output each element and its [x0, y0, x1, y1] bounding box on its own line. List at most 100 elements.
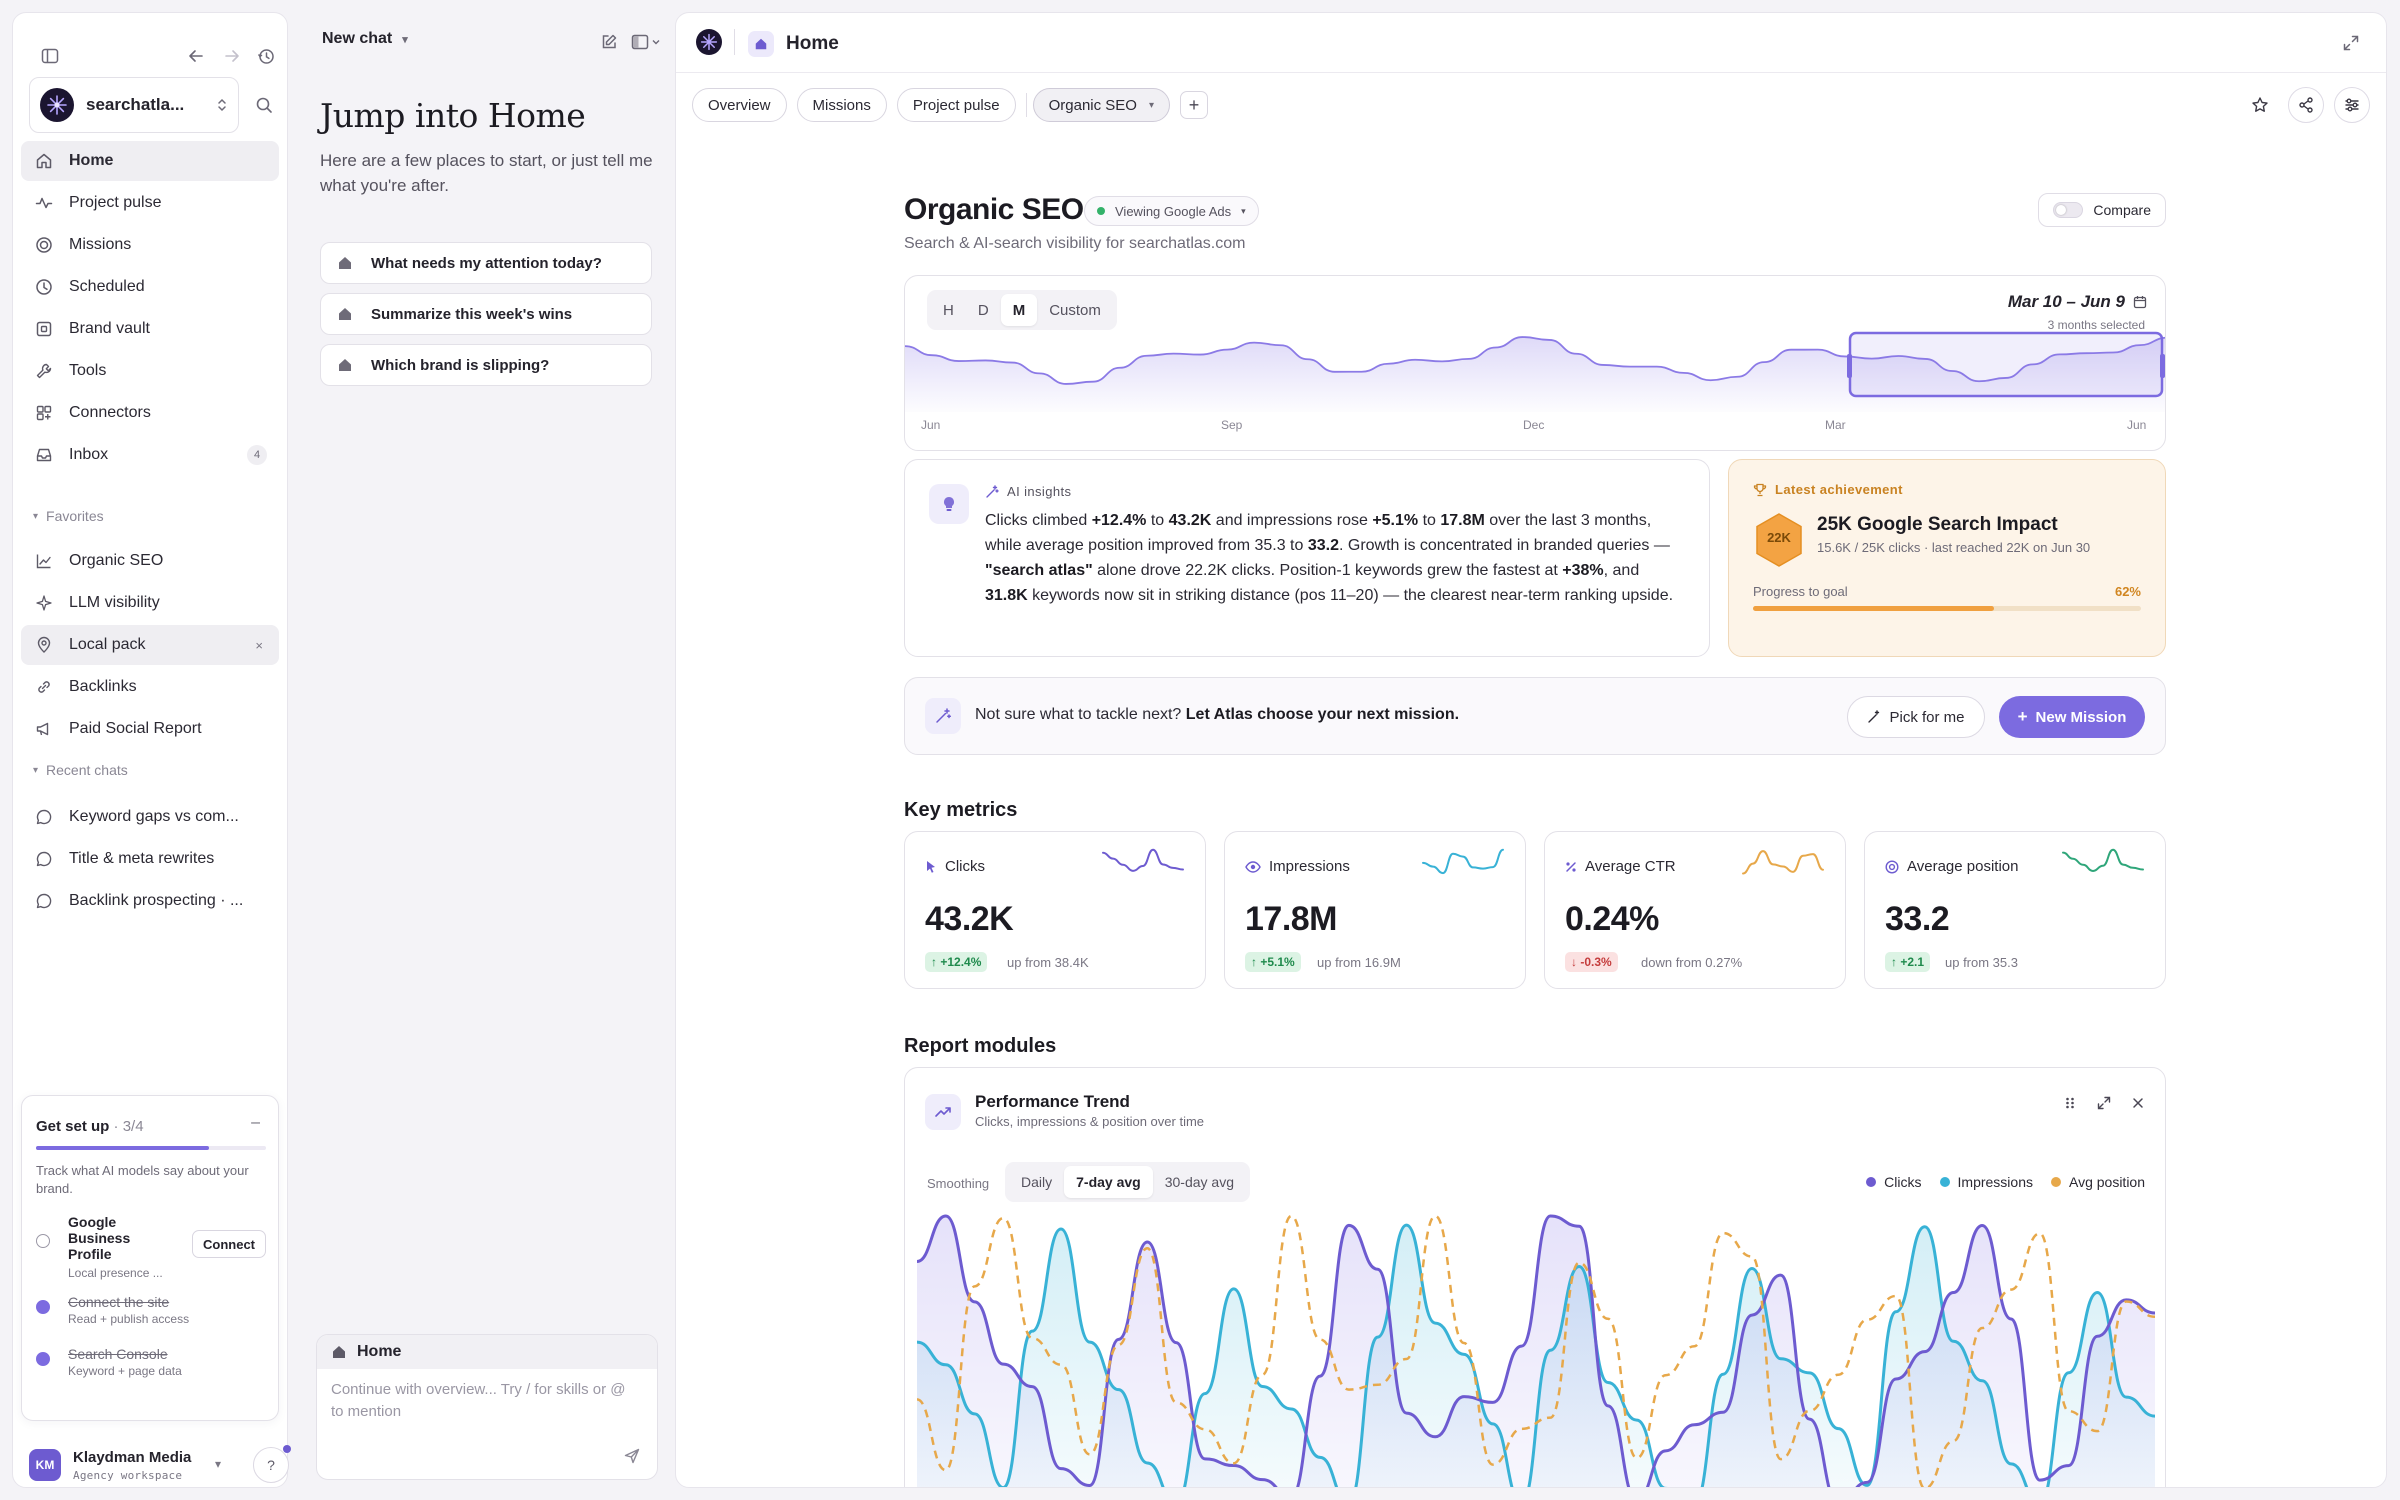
star-icon[interactable]: [2242, 87, 2278, 123]
forward-arrow-icon[interactable]: [217, 41, 247, 71]
legend-swatch: [1866, 1177, 1877, 1187]
recent-chat-item[interactable]: Title & meta rewrites: [21, 839, 279, 879]
chart-legend: Clicks Impressions Avg position: [1848, 1174, 2145, 1190]
suggestion-button[interactable]: Summarize this week's wins: [320, 293, 652, 335]
favorite-item-backlinks[interactable]: Backlinks: [21, 667, 279, 707]
favorites-section-toggle[interactable]: ▾ Favorites: [33, 508, 104, 524]
metric-card-average-ctr[interactable]: Average CTR 0.24% ↓ -0.3% down from 0.27…: [1544, 831, 1846, 989]
close-icon[interactable]: [2131, 1096, 2145, 1110]
history-icon[interactable]: [251, 41, 281, 71]
smoothing-option[interactable]: Daily: [1021, 1174, 1053, 1190]
granularity-option[interactable]: M: [1000, 294, 1038, 326]
share-icon[interactable]: [2288, 87, 2324, 123]
range-selection-brush[interactable]: [1848, 331, 2164, 398]
suggestion-button[interactable]: Which brand is slipping?: [320, 344, 652, 386]
nav-item-project-pulse[interactable]: Project pulse: [21, 183, 279, 223]
sidebar-toggle-icon[interactable]: [35, 41, 65, 71]
recent-chat-item[interactable]: Keyword gaps vs com...: [21, 797, 279, 837]
new-chat-edit-icon[interactable]: [594, 27, 624, 57]
target-icon: [1885, 859, 1899, 874]
metric-card-clicks[interactable]: Clicks 43.2K ↑ +12.4% up from 38.4K: [904, 831, 1206, 989]
metric-delta-badge: ↑ +2.1: [1885, 952, 1931, 972]
back-arrow-icon[interactable]: [181, 41, 211, 71]
page-actions: [2232, 87, 2370, 123]
view-source-dropdown[interactable]: Viewing Google Ads ▾: [1084, 196, 1259, 226]
status-dot: [1097, 207, 1105, 215]
granularity-option[interactable]: D: [977, 301, 989, 319]
add-tab-button[interactable]: +: [1180, 91, 1208, 119]
smoothing-option[interactable]: 30-day avg: [1164, 1174, 1234, 1190]
nav-item-tools[interactable]: Tools: [21, 351, 279, 391]
compare-toggle[interactable]: Compare: [2038, 193, 2166, 227]
brush-handle-left[interactable]: [1847, 354, 1852, 378]
account-sub: Agency workspace: [73, 1469, 183, 1482]
expand-icon[interactable]: [2097, 1096, 2111, 1110]
new-mission-button[interactable]: + New Mission: [1999, 696, 2145, 738]
nav-item-connectors[interactable]: Connectors: [21, 393, 279, 433]
workspace-switcher[interactable]: searchatla...: [29, 77, 239, 133]
legend-item-impressions[interactable]: Impressions: [1939, 1174, 2033, 1190]
magic-wand-icon: [1867, 710, 1881, 724]
main-topbar: Home: [676, 13, 2386, 73]
nav-item-inbox[interactable]: Inbox 4: [21, 435, 279, 475]
overview-mini-chart: [905, 331, 2165, 412]
chat-selector[interactable]: New chat ▾: [322, 30, 408, 48]
tab-organic-seo[interactable]: Organic SEO ▾: [1032, 88, 1170, 122]
granularity-segmented-control: H D M Custom: [927, 290, 1117, 330]
tab-missions[interactable]: Missions: [796, 88, 887, 122]
megaphone-icon: [35, 720, 53, 738]
suggestion-button[interactable]: What needs my attention today?: [320, 242, 652, 284]
recent-chats-section-toggle[interactable]: ▾ Recent chats: [33, 762, 128, 778]
nav-item-brand-vault[interactable]: Brand vault: [21, 309, 279, 349]
impressions-area: [917, 1225, 2155, 1487]
tab-overview[interactable]: Overview: [692, 88, 787, 122]
expand-icon[interactable]: [2336, 28, 2366, 58]
composer-context-chip[interactable]: Home: [317, 1335, 657, 1369]
chevron-down-icon: ▾: [1241, 205, 1246, 216]
nav-item-home[interactable]: Home: [21, 141, 279, 181]
favorite-item-llm-visibility[interactable]: LLM visibility: [21, 583, 279, 623]
recent-chat-item[interactable]: Backlink prospecting · ...: [21, 881, 279, 921]
checkbox-empty-icon[interactable]: [36, 1234, 50, 1248]
granularity-option[interactable]: Custom: [1049, 301, 1101, 319]
metric-card-impressions[interactable]: Impressions 17.8M ↑ +5.1% up from 16.9M: [1224, 831, 1526, 989]
insight-highlight: 17.8M: [1440, 512, 1485, 529]
account-switcher[interactable]: KM Klaydman Media Agency workspace ▾ ?: [29, 1445, 291, 1489]
favorite-item-local-pack[interactable]: Local pack ×: [21, 625, 279, 665]
connect-button[interactable]: Connect: [192, 1230, 266, 1258]
search-icon[interactable]: [249, 90, 279, 120]
legend-item-avg-position[interactable]: Avg position: [2050, 1174, 2145, 1190]
clock-icon: [35, 278, 53, 296]
toggle-switch[interactable]: [2053, 202, 2084, 218]
remove-favorite-icon[interactable]: ×: [255, 637, 263, 653]
granularity-option[interactable]: H: [943, 301, 954, 319]
chat-composer[interactable]: Home Continue with overview... Try / for…: [316, 1334, 658, 1480]
composer-input[interactable]: Continue with overview... Try / for skil…: [331, 1381, 626, 1420]
pick-for-me-button[interactable]: Pick for me: [1847, 696, 1985, 738]
pin-icon: [35, 636, 53, 654]
settings-sliders-icon[interactable]: [2334, 87, 2370, 123]
favorite-item-organic-seo[interactable]: Organic SEO: [21, 541, 279, 581]
favorite-label: Local pack: [69, 636, 146, 653]
tab-project-pulse[interactable]: Project pulse: [896, 88, 1016, 122]
help-button[interactable]: ?: [253, 1447, 289, 1483]
nav-label: Home: [69, 152, 114, 169]
mini-chart-line: [905, 336, 2165, 385]
legend-item-clicks[interactable]: Clicks: [1866, 1174, 1922, 1190]
date-range-picker[interactable]: Mar 10 – Jun 9: [2008, 292, 2147, 312]
smoothing-option[interactable]: 7-day avg: [1064, 1166, 1153, 1198]
favorites-label: Favorites: [46, 508, 104, 524]
checkbox-checked-icon[interactable]: [36, 1352, 50, 1366]
send-icon[interactable]: [623, 1447, 641, 1465]
favorite-item-paid-social-report[interactable]: Paid Social Report: [21, 709, 279, 749]
drag-handle-icon[interactable]: [2063, 1096, 2077, 1110]
minimize-icon[interactable]: –: [251, 1114, 260, 1131]
nav-item-scheduled[interactable]: Scheduled: [21, 267, 279, 307]
grid-icon: [35, 404, 53, 422]
nav-item-missions[interactable]: Missions: [21, 225, 279, 265]
brush-handle-right[interactable]: [2160, 354, 2165, 378]
metric-card-average-position[interactable]: Average position 33.2 ↑ +2.1 up from 35.…: [1864, 831, 2166, 989]
checkbox-checked-icon[interactable]: [36, 1300, 50, 1314]
notification-dot: [283, 1445, 291, 1453]
panel-layout-icon[interactable]: [626, 27, 666, 57]
